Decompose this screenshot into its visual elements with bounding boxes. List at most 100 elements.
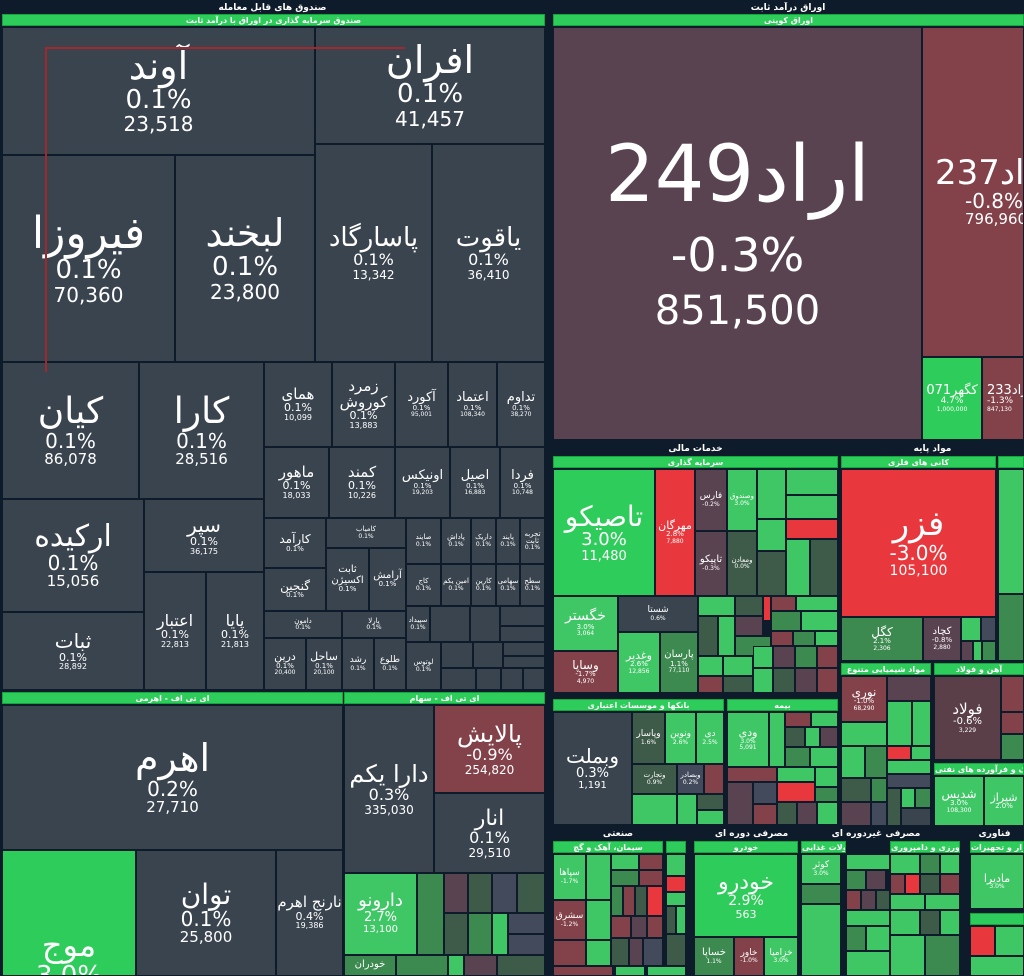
- tile-small[interactable]: [961, 641, 973, 661]
- tile-small[interactable]: [497, 955, 545, 976]
- tile-small[interactable]: [757, 551, 786, 596]
- tile-kgol[interactable]: کگل 2.1% 2,306: [841, 617, 923, 661]
- tile-small[interactable]: [915, 788, 931, 808]
- group-etf-stock[interactable]: ای تی اف - سهام: [344, 692, 545, 704]
- tile-kowsar[interactable]: کوثر 3.0%: [801, 854, 841, 884]
- tile-payand[interactable]: پایند 0.1%: [496, 518, 520, 564]
- group-agri[interactable]: کشاورزی و دامپروری: [890, 841, 960, 853]
- tile-small[interactable]: [468, 873, 492, 913]
- tile-small[interactable]: [444, 913, 468, 955]
- tile-vasapa[interactable]: وساپا -1.7% 4,970: [553, 651, 618, 693]
- tile-small[interactable]: [639, 854, 663, 870]
- tile-small[interactable]: [757, 519, 786, 551]
- tile-labkhand[interactable]: لبخند 0.1% 23,800: [175, 155, 315, 362]
- tile-palayesh[interactable]: پالایش -0.9% 254,820: [434, 705, 545, 793]
- tile-small[interactable]: [846, 951, 890, 976]
- tile-small[interactable]: [629, 938, 643, 966]
- tile-small[interactable]: [718, 616, 735, 656]
- tile-small[interactable]: [753, 782, 777, 804]
- tile-small[interactable]: [901, 788, 915, 808]
- tile-arad237[interactable]: اراد237 -0.8% 796,960: [922, 27, 1024, 357]
- tile-small[interactable]: [769, 712, 785, 767]
- tile-vday[interactable]: ودی 3.0% 5,091: [727, 712, 769, 767]
- tile-kian[interactable]: کیان 0.1% 86,078: [2, 362, 139, 499]
- group-other-industrial[interactable]: [666, 841, 686, 853]
- tile-narenj[interactable]: نارنج اهرم 0.4% 19,386: [276, 850, 343, 976]
- tile-small[interactable]: [795, 668, 817, 693]
- tile-vbmellat[interactable]: وبملت 0.3% 1,191: [553, 712, 632, 825]
- tile-karin[interactable]: کارین 0.1%: [471, 564, 496, 606]
- tile-tavan[interactable]: توان 0.1% 25,800: [136, 850, 276, 976]
- tile-kchad[interactable]: کچاد -0.8% 2,880: [923, 617, 961, 661]
- group-etf-leverage[interactable]: ای تی اف - اهرمی: [2, 692, 343, 704]
- tile-small[interactable]: [500, 626, 545, 642]
- tile-kara[interactable]: کارا 0.1% 28,516: [139, 362, 264, 499]
- tile-small[interactable]: [501, 668, 523, 690]
- group-banks[interactable]: بانکها و موسسات اعتباری: [553, 699, 724, 711]
- tile-noori[interactable]: نوری -1.0% 68,290: [841, 676, 887, 722]
- tile-akord[interactable]: آکورد 0.1% 95,001: [395, 362, 448, 447]
- tile-small[interactable]: [492, 873, 517, 913]
- tile-darik[interactable]: داریک 0.1%: [471, 518, 496, 564]
- tile-small[interactable]: [871, 778, 887, 802]
- tile-small[interactable]: [905, 874, 920, 894]
- tile-small[interactable]: [777, 767, 815, 782]
- tile-mowj[interactable]: موج 3.0%: [2, 850, 136, 976]
- tile-small[interactable]: [444, 873, 468, 913]
- tile-kamyab[interactable]: کامیاب 0.1%: [326, 518, 406, 548]
- tile-homay[interactable]: همای 0.1% 10,099: [264, 362, 332, 447]
- tile-small[interactable]: [647, 966, 686, 976]
- tile-small[interactable]: [940, 854, 960, 874]
- tile-small[interactable]: [887, 746, 911, 760]
- tile-small[interactable]: [866, 870, 886, 890]
- tile-afran[interactable]: افران 0.1% 41,457: [315, 27, 545, 144]
- tile-small[interactable]: [639, 870, 663, 886]
- tile-small[interactable]: [786, 495, 838, 519]
- tile-small[interactable]: [940, 910, 960, 935]
- tile-small[interactable]: [940, 874, 960, 894]
- tile-small[interactable]: [753, 668, 773, 693]
- group-fixed-income-funds[interactable]: صندوق سرمایه گذاری در اوراق با درآمد ثاب…: [2, 14, 545, 26]
- tile-tapico[interactable]: تاصیکو 3.0% 11,480: [553, 469, 655, 596]
- tile-small[interactable]: [981, 617, 996, 641]
- tile-vbsader[interactable]: وبصادر 0.2%: [677, 764, 704, 794]
- tile-small[interactable]: [815, 767, 838, 787]
- tile-small[interactable]: [846, 854, 890, 870]
- tile-parla[interactable]: پارلا 0.1%: [342, 611, 406, 638]
- tile-tapiko[interactable]: تاپیکو -0.3%: [695, 531, 727, 596]
- tile-small[interactable]: [727, 782, 753, 825]
- tile-khgostar[interactable]: خگستر 3.0% 3,064: [553, 596, 618, 651]
- tile-small[interactable]: [817, 646, 838, 668]
- tile-daroono[interactable]: دارونو 2.7% 13,100: [344, 873, 417, 955]
- tile-small[interactable]: [876, 890, 890, 910]
- tile-khodran[interactable]: خودران: [344, 955, 396, 976]
- tile-sahel[interactable]: ساحل 0.1% 20,100: [306, 638, 342, 690]
- tile-small[interactable]: [473, 642, 503, 668]
- tile-small[interactable]: [1001, 676, 1024, 712]
- group-bonds[interactable]: اوراق کوپنی: [553, 14, 1024, 26]
- tile-small[interactable]: [611, 886, 623, 916]
- tile-kamand[interactable]: کمند 0.1% 10,226: [329, 447, 395, 518]
- tile-small[interactable]: [890, 854, 920, 874]
- tile-khavar[interactable]: خاور -1.0%: [734, 937, 764, 976]
- tile-small[interactable]: [973, 641, 982, 661]
- tile-orkide[interactable]: ارکیده 0.1% 15,056: [2, 499, 144, 612]
- tile-small[interactable]: [887, 701, 912, 746]
- tile-arad249[interactable]: اراد249 -0.3% 851,500: [553, 27, 922, 440]
- tile-sbaha[interactable]: سپاها -1.7%: [553, 854, 586, 900]
- tile-onyx[interactable]: اونیکس 0.1% 19,203: [395, 447, 450, 518]
- tile-small[interactable]: [846, 890, 861, 910]
- tile-sepid[interactable]: سپیداد 0.1%: [406, 606, 430, 642]
- tile-small[interactable]: [887, 774, 931, 788]
- tile-small[interactable]: [773, 668, 795, 693]
- tile-small[interactable]: [871, 802, 887, 826]
- tile-ahrom[interactable]: اهرم 0.2% 27,710: [2, 705, 343, 850]
- tile-pasargad[interactable]: پاسارگاد 0.1% 13,342: [315, 144, 432, 362]
- tile-small[interactable]: [492, 913, 508, 955]
- tile-small[interactable]: [735, 616, 763, 636]
- tile-small[interactable]: [468, 913, 492, 955]
- tile-seshargh[interactable]: سشرق -1.2%: [553, 900, 586, 940]
- tile-arad233[interactable]: اراد233 -1.3% 847,130: [982, 357, 1024, 440]
- tile-small[interactable]: [815, 631, 838, 646]
- tile-small[interactable]: [795, 646, 817, 668]
